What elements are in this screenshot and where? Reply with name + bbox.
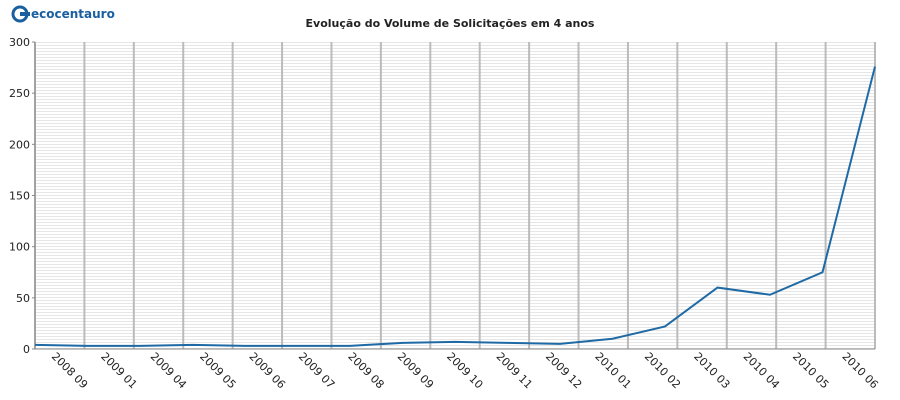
x-tick-label: 2008 09 bbox=[49, 350, 90, 391]
x-tick-label: 2010 06 bbox=[839, 350, 880, 391]
y-tick-label: 250 bbox=[9, 87, 30, 100]
x-tick-label: 2010 02 bbox=[642, 350, 683, 391]
x-tick-label: 2009 04 bbox=[148, 350, 189, 391]
y-tick-label: 0 bbox=[23, 343, 30, 356]
x-tick-label: 2010 04 bbox=[741, 350, 782, 391]
x-tick-label: 2009 10 bbox=[444, 350, 485, 391]
chart-title: Evolução do Volume de Solicitações em 4 … bbox=[306, 17, 595, 30]
logo: ecocentauro bbox=[11, 5, 115, 23]
x-tick-label: 2010 05 bbox=[790, 350, 831, 391]
x-tick-label: 2009 08 bbox=[345, 350, 386, 391]
x-tick-label: 2010 01 bbox=[592, 350, 633, 391]
data-line bbox=[34, 66, 876, 347]
logo-icon-bar bbox=[20, 12, 30, 16]
x-tick-label: 2009 09 bbox=[395, 350, 436, 391]
y-tick-label: 200 bbox=[9, 138, 30, 151]
x-tick-label: 2009 11 bbox=[494, 350, 535, 391]
y-tick-label: 50 bbox=[16, 292, 30, 305]
y-tick-label: 150 bbox=[9, 190, 30, 203]
logo-text: ecocentauro bbox=[31, 7, 115, 21]
y-tick-label: 100 bbox=[9, 241, 30, 254]
x-tick-label: 2009 07 bbox=[296, 350, 337, 391]
y-tick-label: 300 bbox=[9, 36, 30, 49]
x-tick-label: 2009 06 bbox=[247, 350, 288, 391]
x-tick-label: 2009 01 bbox=[98, 350, 139, 391]
plot-background bbox=[35, 42, 875, 349]
x-tick-label: 2009 12 bbox=[543, 350, 584, 391]
x-tick-label: 2010 03 bbox=[691, 350, 732, 391]
x-tick-label: 2009 05 bbox=[197, 350, 238, 391]
